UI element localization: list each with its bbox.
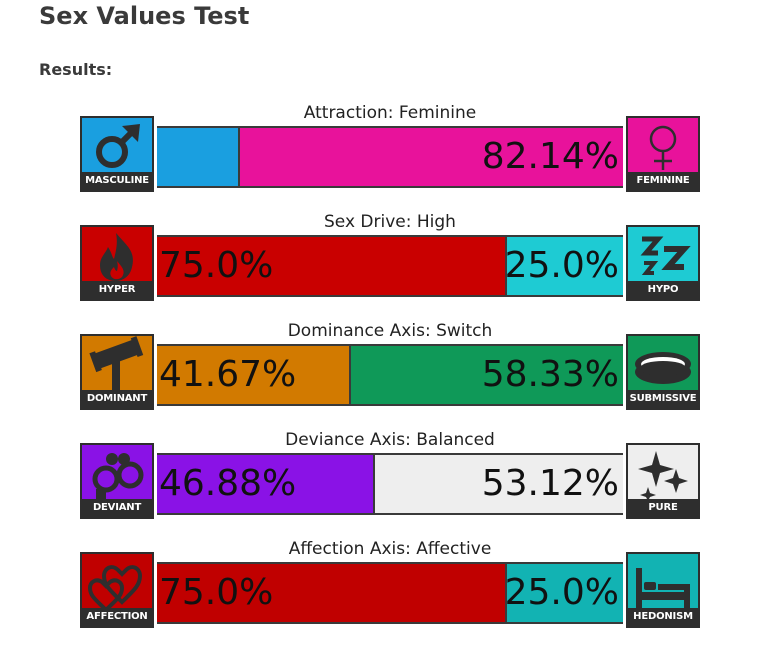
right-percent: 25.0% — [506, 572, 620, 613]
axis-sex-drive: Sex Drive: High HYPER 75.0% 25.0% HYPO — [80, 211, 700, 321]
results-heading: Results: — [39, 60, 113, 79]
bed-icon — [628, 554, 698, 610]
gavel-icon — [82, 336, 152, 392]
icon-box-masculine: MASCULINE — [80, 116, 154, 192]
axis-affection: Affection Axis: Affective AFFECTION 75.0… — [80, 538, 700, 648]
icon-box-submissive: SUBMISSIVE — [626, 334, 700, 410]
collar-icon — [628, 336, 698, 392]
hearts-icon — [82, 554, 152, 610]
left-segment: 75.0% — [157, 564, 507, 622]
icon-label: FEMININE — [628, 172, 698, 190]
result-bar: 82.14% — [157, 126, 623, 188]
result-bar: 75.0% 25.0% — [157, 562, 623, 624]
axis-title: Affection Axis: Affective — [288, 539, 492, 559]
icon-box-dominant: DOMINANT — [80, 334, 154, 410]
left-percent: 75.0% — [159, 572, 274, 613]
icon-box-hypo: HYPO — [626, 225, 700, 301]
axis-title: Attraction: Feminine — [303, 103, 477, 123]
left-percent: 75.0% — [159, 245, 274, 286]
icon-label: HYPO — [628, 281, 698, 299]
icon-box-hyper: HYPER — [80, 225, 154, 301]
result-bar: 41.67% 58.33% — [157, 344, 623, 406]
left-segment: 41.67% — [157, 346, 352, 404]
icon-label: SUBMISSIVE — [628, 390, 698, 408]
axis-deviance: Deviance Axis: Balanced DEVIANT 46.88% 5… — [80, 429, 700, 539]
icon-box-affection: AFFECTION — [80, 552, 154, 628]
fire-icon — [82, 227, 152, 283]
handcuffs-icon — [82, 445, 152, 501]
sleep-zzz-icon — [628, 227, 698, 283]
right-percent: 82.14% — [481, 136, 619, 177]
right-segment: 25.0% — [506, 237, 623, 295]
icon-label: AFFECTION — [82, 608, 152, 626]
icon-label: HYPER — [82, 281, 152, 299]
right-percent: 25.0% — [506, 245, 620, 286]
right-segment: 25.0% — [506, 564, 623, 622]
sparkles-icon — [628, 445, 698, 501]
axis-title: Dominance Axis: Switch — [287, 321, 493, 341]
icon-box-feminine: FEMININE — [626, 116, 700, 192]
icon-box-pure: PURE — [626, 443, 700, 519]
right-percent: 58.33% — [481, 354, 619, 395]
left-percent: 41.67% — [159, 354, 297, 395]
left-segment — [157, 128, 241, 186]
icon-label: DEVIANT — [82, 499, 152, 517]
icon-label: HEDONISM — [628, 608, 698, 626]
left-segment: 75.0% — [157, 237, 507, 295]
axis-title: Sex Drive: High — [324, 212, 456, 232]
mars-icon — [82, 118, 152, 174]
icon-label: DOMINANT — [82, 390, 152, 408]
right-segment: 82.14% — [240, 128, 623, 186]
result-bar: 46.88% 53.12% — [157, 453, 623, 515]
axis-title: Deviance Axis: Balanced — [285, 430, 495, 450]
axis-attraction: Attraction: Feminine MASCULINE 82.14% — [80, 102, 700, 212]
icon-label: PURE — [628, 499, 698, 517]
icon-label: MASCULINE — [82, 172, 152, 190]
page-title: Sex Values Test — [39, 2, 250, 30]
venus-icon — [628, 118, 698, 174]
right-segment: 58.33% — [351, 346, 623, 404]
left-percent: 46.88% — [159, 463, 297, 504]
result-bar: 75.0% 25.0% — [157, 235, 623, 297]
right-percent: 53.12% — [481, 463, 619, 504]
axis-dominance: Dominance Axis: Switch DOMINANT 41.67% 5… — [80, 320, 700, 430]
right-segment: 53.12% — [375, 455, 623, 513]
left-segment: 46.88% — [157, 455, 376, 513]
icon-box-deviant: DEVIANT — [80, 443, 154, 519]
icon-box-hedonism: HEDONISM — [626, 552, 700, 628]
